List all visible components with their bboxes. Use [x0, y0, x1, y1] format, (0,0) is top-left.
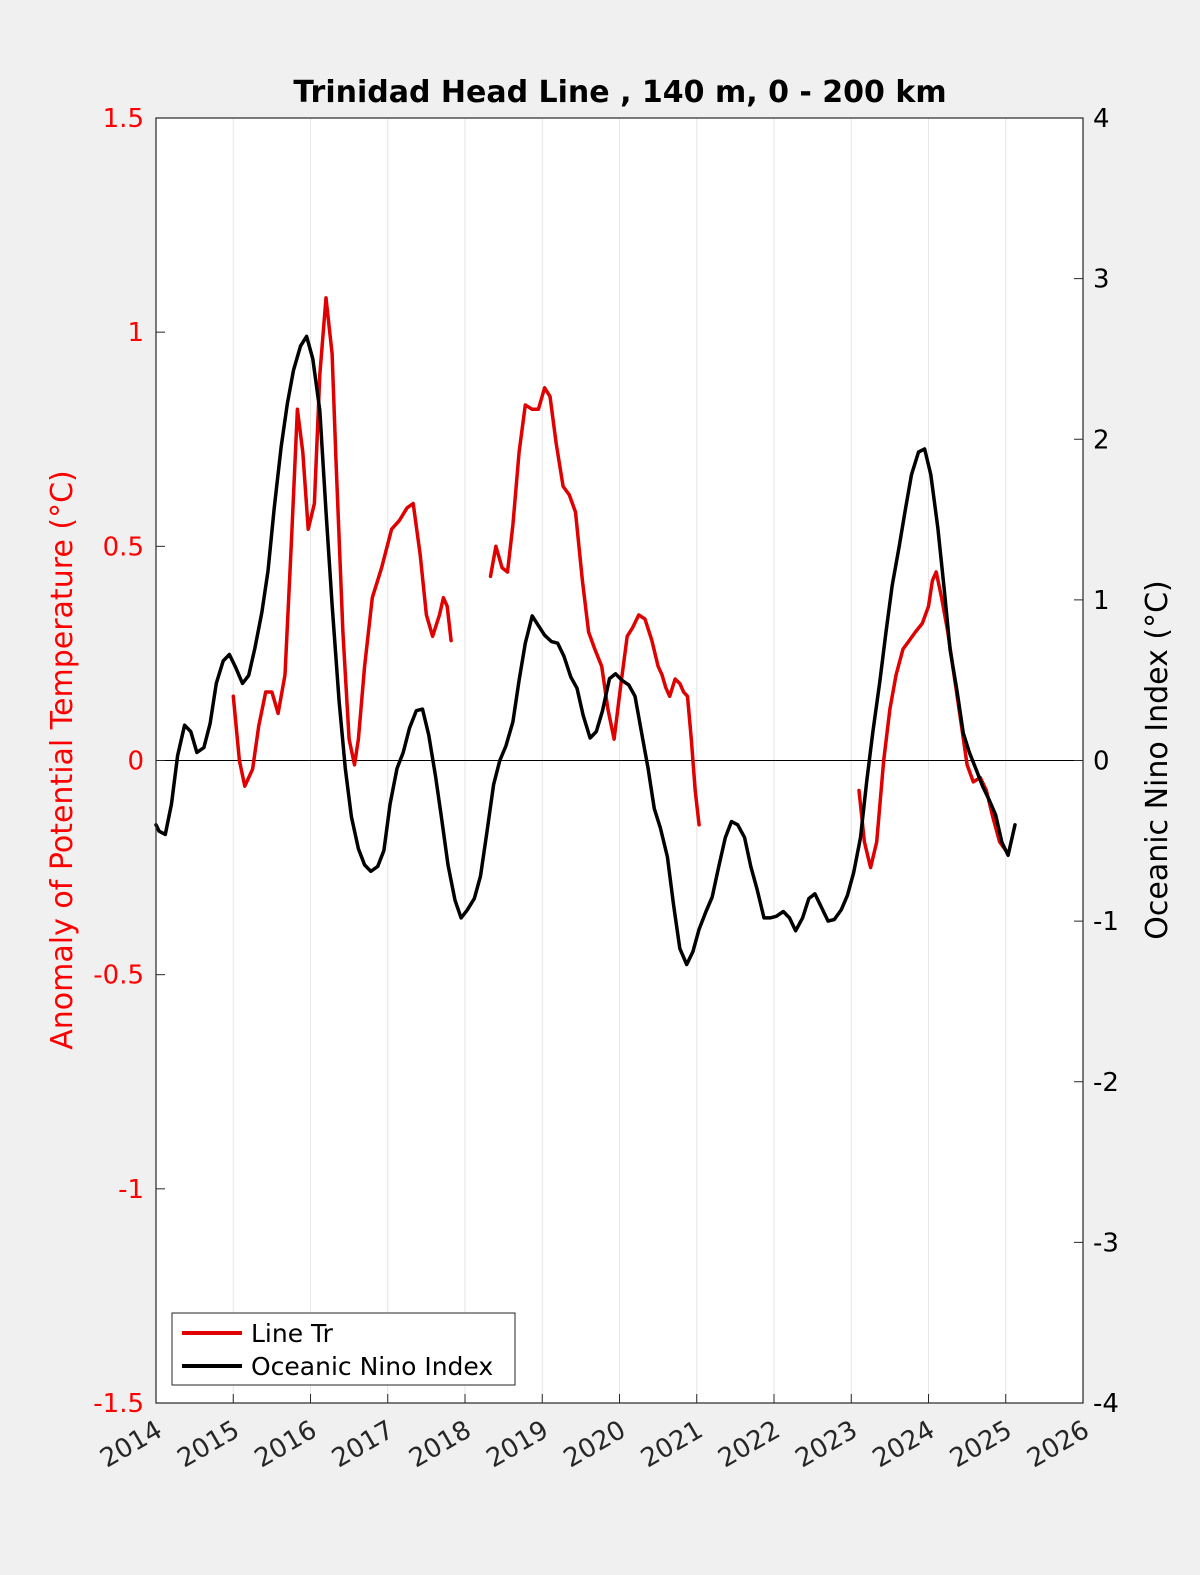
series-line-tr-segment-1	[231, 296, 453, 788]
x-tick-label: 2023	[790, 1415, 862, 1474]
y-right-tick-label: 2	[1093, 425, 1110, 455]
x-tick-label: 2019	[481, 1415, 553, 1474]
series-oceanic-nino-index	[154, 334, 1017, 967]
y-right-tick-label: -4	[1093, 1389, 1119, 1419]
x-tick-label: 2017	[327, 1415, 399, 1474]
y-left-tick-label: -0.5	[93, 961, 144, 991]
left-axis-ticks: 1.5 1 0.5 0 -0.5 -1 -1.5	[93, 104, 165, 1419]
y-axis-label-left: Anomaly of Potential Temperature (°C)	[45, 470, 80, 1049]
y-right-tick-label: -1	[1093, 907, 1119, 937]
x-tick-label: 2026	[1022, 1415, 1094, 1474]
x-axis-ticks: 2014 2015 2016 2017 2018 2019 2020 2021 2022 2023…	[95, 1394, 1095, 1474]
y-right-tick-label: 0	[1093, 747, 1110, 777]
y-left-tick-label: 1	[127, 318, 144, 348]
y-right-tick-label: 3	[1093, 265, 1110, 295]
series-line-tr-segment-2	[488, 386, 701, 827]
x-tick-label: 2015	[172, 1415, 244, 1474]
y-right-tick-label: 4	[1093, 104, 1110, 134]
right-axis-ticks: 4 3 2 1 0 -1 -2 -3 -4	[1074, 104, 1119, 1419]
x-tick-label: 2024	[868, 1415, 940, 1474]
y-left-tick-label: 1.5	[103, 104, 144, 134]
chart-title: Trinidad Head Line , 140 m, 0 - 200 km	[293, 75, 946, 110]
y-right-tick-label: 1	[1093, 586, 1110, 616]
legend-label-line-tr: Line Tr	[251, 1319, 334, 1348]
y-right-tick-label: -2	[1093, 1068, 1119, 1098]
y-left-tick-label: -1.5	[93, 1389, 144, 1419]
x-tick-label: 2014	[95, 1415, 167, 1474]
legend-box	[171, 1312, 516, 1386]
x-tick-label: 2016	[250, 1415, 322, 1474]
y-left-tick-label: 0	[127, 747, 144, 777]
legend: Line Tr Oceanic Nino Index	[171, 1312, 516, 1386]
x-tick-label: 2021	[636, 1415, 708, 1474]
x-tick-label: 2022	[713, 1415, 785, 1474]
y-left-tick-label: 0.5	[103, 532, 144, 562]
y-axis-label-right: Oceanic Nino Index (°C)	[1140, 580, 1175, 940]
series-layer	[154, 296, 1017, 967]
x-tick-label: 2025	[945, 1415, 1017, 1474]
x-tick-label: 2020	[559, 1415, 631, 1474]
legend-label-oni: Oceanic Nino Index	[251, 1352, 493, 1381]
y-right-tick-label: -3	[1093, 1228, 1119, 1258]
y-left-tick-label: -1	[118, 1175, 144, 1205]
x-tick-label: 2018	[404, 1415, 476, 1474]
